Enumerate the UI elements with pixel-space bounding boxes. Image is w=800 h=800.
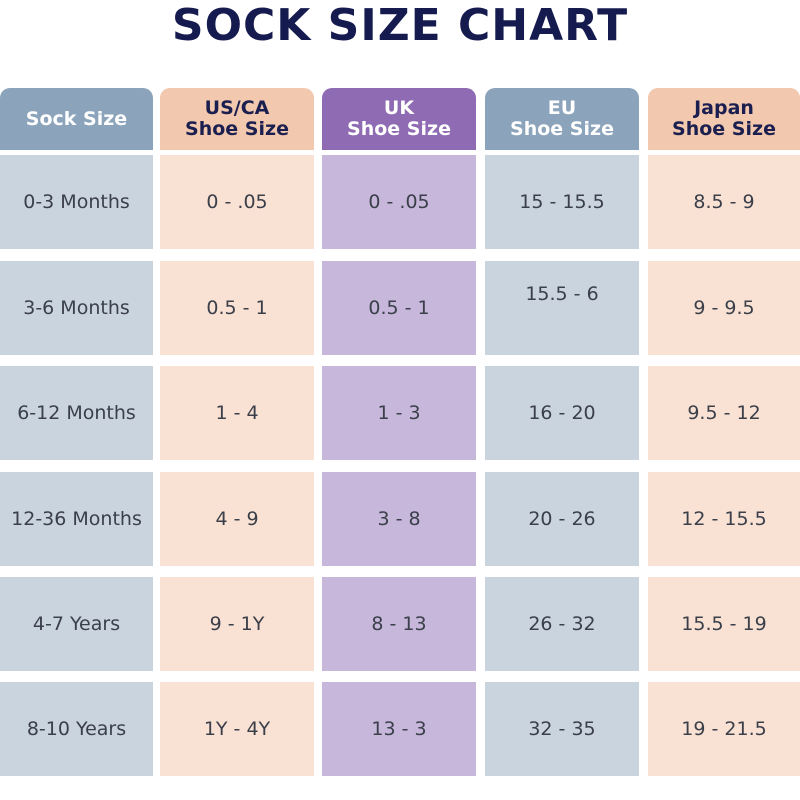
cell-uk-size: 1 - 3	[322, 366, 476, 460]
header-label: UK	[383, 97, 415, 119]
cell-eu-size: 20 - 26	[485, 472, 639, 566]
cell-japan-size: 9 - 9.5	[648, 261, 800, 355]
cell-sock-size: 12-36 Months	[0, 472, 153, 566]
cell-eu-size: 32 - 35	[485, 682, 639, 776]
page-title: SOCK SIZE CHART	[171, 0, 629, 51]
cell-japan-size: 12 - 15.5	[648, 472, 800, 566]
cell-uk-size: 13 - 3	[322, 682, 476, 776]
cell-eu-size: 16 - 20	[485, 366, 639, 460]
header-japan-shoe-size: Japan Shoe Size	[648, 88, 800, 150]
header-label: Sock Size	[25, 107, 128, 130]
header-label: Shoe Size	[672, 118, 776, 140]
cell-us-ca-size: 1 - 4	[160, 366, 314, 460]
cell-japan-size: 19 - 21.5	[648, 682, 800, 776]
cell-japan-size: 15.5 - 19	[648, 577, 800, 671]
cell-sock-size: 8-10 Years	[0, 682, 153, 776]
cell-uk-size: 0.5 - 1	[322, 261, 476, 355]
header-label: Shoe Size	[347, 118, 451, 140]
cell-sock-size: 0-3 Months	[0, 155, 153, 249]
cell-sock-size: 6-12 Months	[0, 366, 153, 460]
header-label: Shoe Size	[510, 118, 614, 140]
cell-uk-size: 8 - 13	[322, 577, 476, 671]
cell-us-ca-size: 0 - .05	[160, 155, 314, 249]
header-label: Japan	[694, 97, 754, 119]
cell-eu-size: 15.5 - 6	[485, 261, 639, 355]
cell-eu-size: 15 - 15.5	[485, 155, 639, 249]
cell-sock-size: 4-7 Years	[0, 577, 153, 671]
cell-uk-size: 3 - 8	[322, 472, 476, 566]
cell-sock-size: 3-6 Months	[0, 261, 153, 355]
cell-eu-size: 26 - 32	[485, 577, 639, 671]
header-uk-shoe-size: UK Shoe Size	[322, 88, 476, 150]
header-us-ca-shoe-size: US/CA Shoe Size	[160, 88, 314, 150]
header-label: Shoe Size	[185, 118, 289, 140]
header-eu-shoe-size: EU Shoe Size	[485, 88, 639, 150]
cell-japan-size: 8.5 - 9	[648, 155, 800, 249]
cell-japan-size: 9.5 - 12	[648, 366, 800, 460]
header-sock-size: Sock Size	[0, 88, 153, 150]
cell-us-ca-size: 4 - 9	[160, 472, 314, 566]
cell-us-ca-size: 9 - 1Y	[160, 577, 314, 671]
cell-us-ca-size: 0.5 - 1	[160, 261, 314, 355]
header-label: EU	[547, 97, 577, 119]
header-label: US/CA	[204, 97, 270, 119]
cell-uk-size: 0 - .05	[322, 155, 476, 249]
cell-us-ca-size: 1Y - 4Y	[160, 682, 314, 776]
